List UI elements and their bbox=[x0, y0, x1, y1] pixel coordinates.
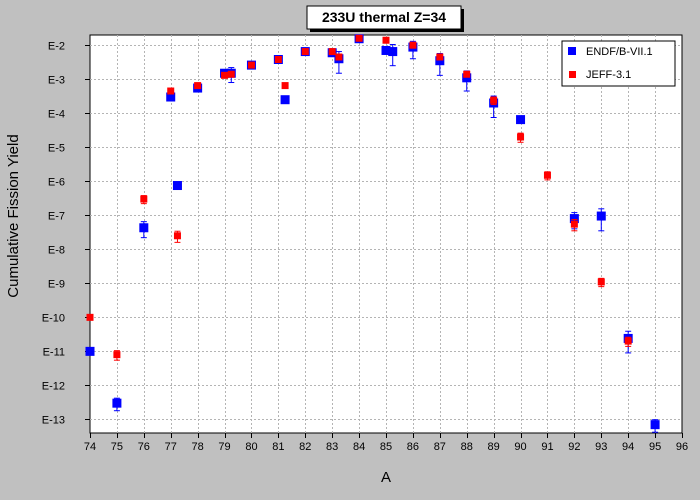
data-point-jeff bbox=[328, 48, 336, 56]
data-point-endf bbox=[569, 214, 579, 224]
data-point-jeff bbox=[247, 61, 255, 69]
data-point-jeff bbox=[490, 96, 498, 104]
data-point-endf bbox=[166, 92, 176, 102]
data-point-endf bbox=[381, 45, 391, 55]
y-axis-title: Cumulative Fission Yield bbox=[5, 134, 22, 297]
x-tick-label: 84 bbox=[353, 441, 365, 453]
series-layer bbox=[85, 34, 660, 433]
x-tick-label: 95 bbox=[649, 441, 661, 453]
data-point-jeff bbox=[463, 70, 471, 78]
data-point-endf bbox=[462, 73, 472, 83]
y-tick-label: E-2 bbox=[48, 41, 65, 53]
data-point-jeff bbox=[113, 351, 121, 359]
y-tick-label: E-12 bbox=[42, 381, 65, 393]
plot-area bbox=[89, 34, 683, 434]
x-tick-label: 80 bbox=[245, 441, 257, 453]
chart-title: 233U thermal Z=34 bbox=[322, 9, 446, 25]
title-box bbox=[306, 5, 462, 30]
x-tick-label: 94 bbox=[622, 441, 634, 453]
x-tick-label: 92 bbox=[568, 441, 580, 453]
data-point-jeff bbox=[221, 71, 229, 79]
x-axis: 74 75 76 77 78 79 80 81 82 83 84 85 86 87 88 89 90 91 92 93… bbox=[84, 433, 688, 453]
x-tick-label: 93 bbox=[595, 441, 607, 453]
data-point-jeff bbox=[624, 337, 632, 345]
data-point-endf bbox=[650, 420, 660, 430]
data-point-jeff bbox=[409, 41, 417, 49]
data-point-endf bbox=[139, 223, 149, 233]
x-tick-label: 87 bbox=[434, 441, 446, 453]
data-point-jeff bbox=[301, 48, 309, 56]
x-tick-label: 74 bbox=[84, 441, 96, 453]
data-point-jeff bbox=[517, 133, 525, 141]
series-jeff bbox=[86, 34, 632, 361]
data-point-jeff bbox=[274, 55, 282, 63]
x-tick-label: 85 bbox=[380, 441, 392, 453]
x-tick-label: 82 bbox=[299, 441, 311, 453]
data-point-endf bbox=[516, 115, 526, 125]
x-tick-label: 75 bbox=[111, 441, 123, 453]
data-point-endf bbox=[172, 181, 182, 191]
data-point-jeff bbox=[597, 278, 605, 286]
y-tick-label: E-11 bbox=[43, 347, 65, 359]
data-point-endf bbox=[85, 346, 95, 356]
data-point-jeff bbox=[140, 195, 148, 203]
data-point-endf bbox=[280, 95, 290, 105]
data-point-jeff bbox=[281, 82, 289, 90]
x-tick-label: 77 bbox=[165, 441, 177, 453]
data-point-endf bbox=[388, 47, 398, 57]
x-tick-label: 78 bbox=[192, 441, 204, 453]
legend-box bbox=[561, 40, 676, 87]
y-tick-label: E-13 bbox=[42, 415, 65, 427]
data-point-jeff bbox=[570, 220, 578, 228]
x-tick-label: 79 bbox=[218, 441, 230, 453]
x-tick-label: 88 bbox=[461, 441, 473, 453]
y-tick-label: E-10 bbox=[42, 313, 65, 325]
data-point-endf bbox=[596, 211, 606, 221]
x-tick-label: 83 bbox=[326, 441, 338, 453]
y-tick-label: E-5 bbox=[48, 143, 65, 155]
data-point-jeff bbox=[355, 34, 363, 42]
data-point-jeff bbox=[382, 36, 390, 44]
data-point-jeff bbox=[436, 53, 444, 61]
x-tick-label: 96 bbox=[676, 441, 688, 453]
legend-label-endf: ENDF/B-VII.1 bbox=[586, 46, 653, 58]
y-tick-label: E-6 bbox=[48, 177, 65, 189]
y-tick-label: E-7 bbox=[48, 211, 65, 223]
data-point-jeff bbox=[167, 87, 175, 95]
data-point-jeff bbox=[227, 70, 235, 78]
data-point-endf bbox=[435, 56, 445, 66]
data-point-jeff bbox=[335, 53, 343, 61]
data-point-jeff bbox=[543, 171, 551, 179]
x-tick-label: 89 bbox=[488, 441, 500, 453]
legend-label-jeff: JEFF-3.1 bbox=[586, 69, 631, 81]
y-axis: E-2 E-3 E-4 E-5 E-6 E-7 E-8 E-9 E-10 E-11 E-12 E-13 bbox=[42, 41, 90, 427]
x-tick-label: 90 bbox=[514, 441, 526, 453]
data-point-jeff bbox=[173, 232, 181, 240]
x-tick-label: 81 bbox=[272, 441, 284, 453]
x-tick-label: 91 bbox=[541, 441, 553, 453]
data-point-jeff bbox=[194, 82, 202, 90]
chart-title-box: 233U thermal Z=34 bbox=[306, 5, 464, 32]
x-tick-label: 76 bbox=[138, 441, 150, 453]
legend-marker-jeff bbox=[569, 71, 576, 78]
data-point-jeff bbox=[86, 313, 94, 321]
x-axis-title: A bbox=[381, 469, 391, 486]
y-tick-label: E-4 bbox=[48, 109, 65, 121]
x-tick-label: 86 bbox=[407, 441, 419, 453]
legend-marker-endf bbox=[568, 47, 576, 55]
y-tick-label: E-8 bbox=[48, 245, 65, 257]
y-tick-label: E-3 bbox=[48, 75, 65, 87]
legend: ENDF/B-VII.1 JEFF-3.1 bbox=[561, 40, 676, 87]
y-tick-label: E-9 bbox=[48, 279, 65, 291]
data-point-endf bbox=[112, 398, 122, 408]
